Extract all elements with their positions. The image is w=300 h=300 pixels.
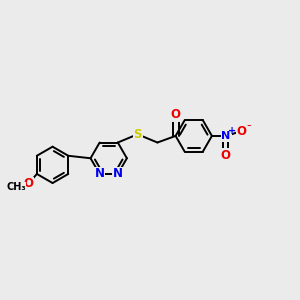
Text: N: N xyxy=(113,167,123,181)
Text: O: O xyxy=(221,149,231,162)
Text: +: + xyxy=(228,126,236,136)
Text: O: O xyxy=(171,108,181,121)
Text: -: - xyxy=(246,119,250,133)
Text: N: N xyxy=(221,131,231,141)
Text: CH₃: CH₃ xyxy=(6,182,26,192)
Text: N: N xyxy=(94,167,105,181)
Text: O: O xyxy=(237,125,247,139)
Text: S: S xyxy=(134,128,142,141)
Text: O: O xyxy=(24,177,34,190)
